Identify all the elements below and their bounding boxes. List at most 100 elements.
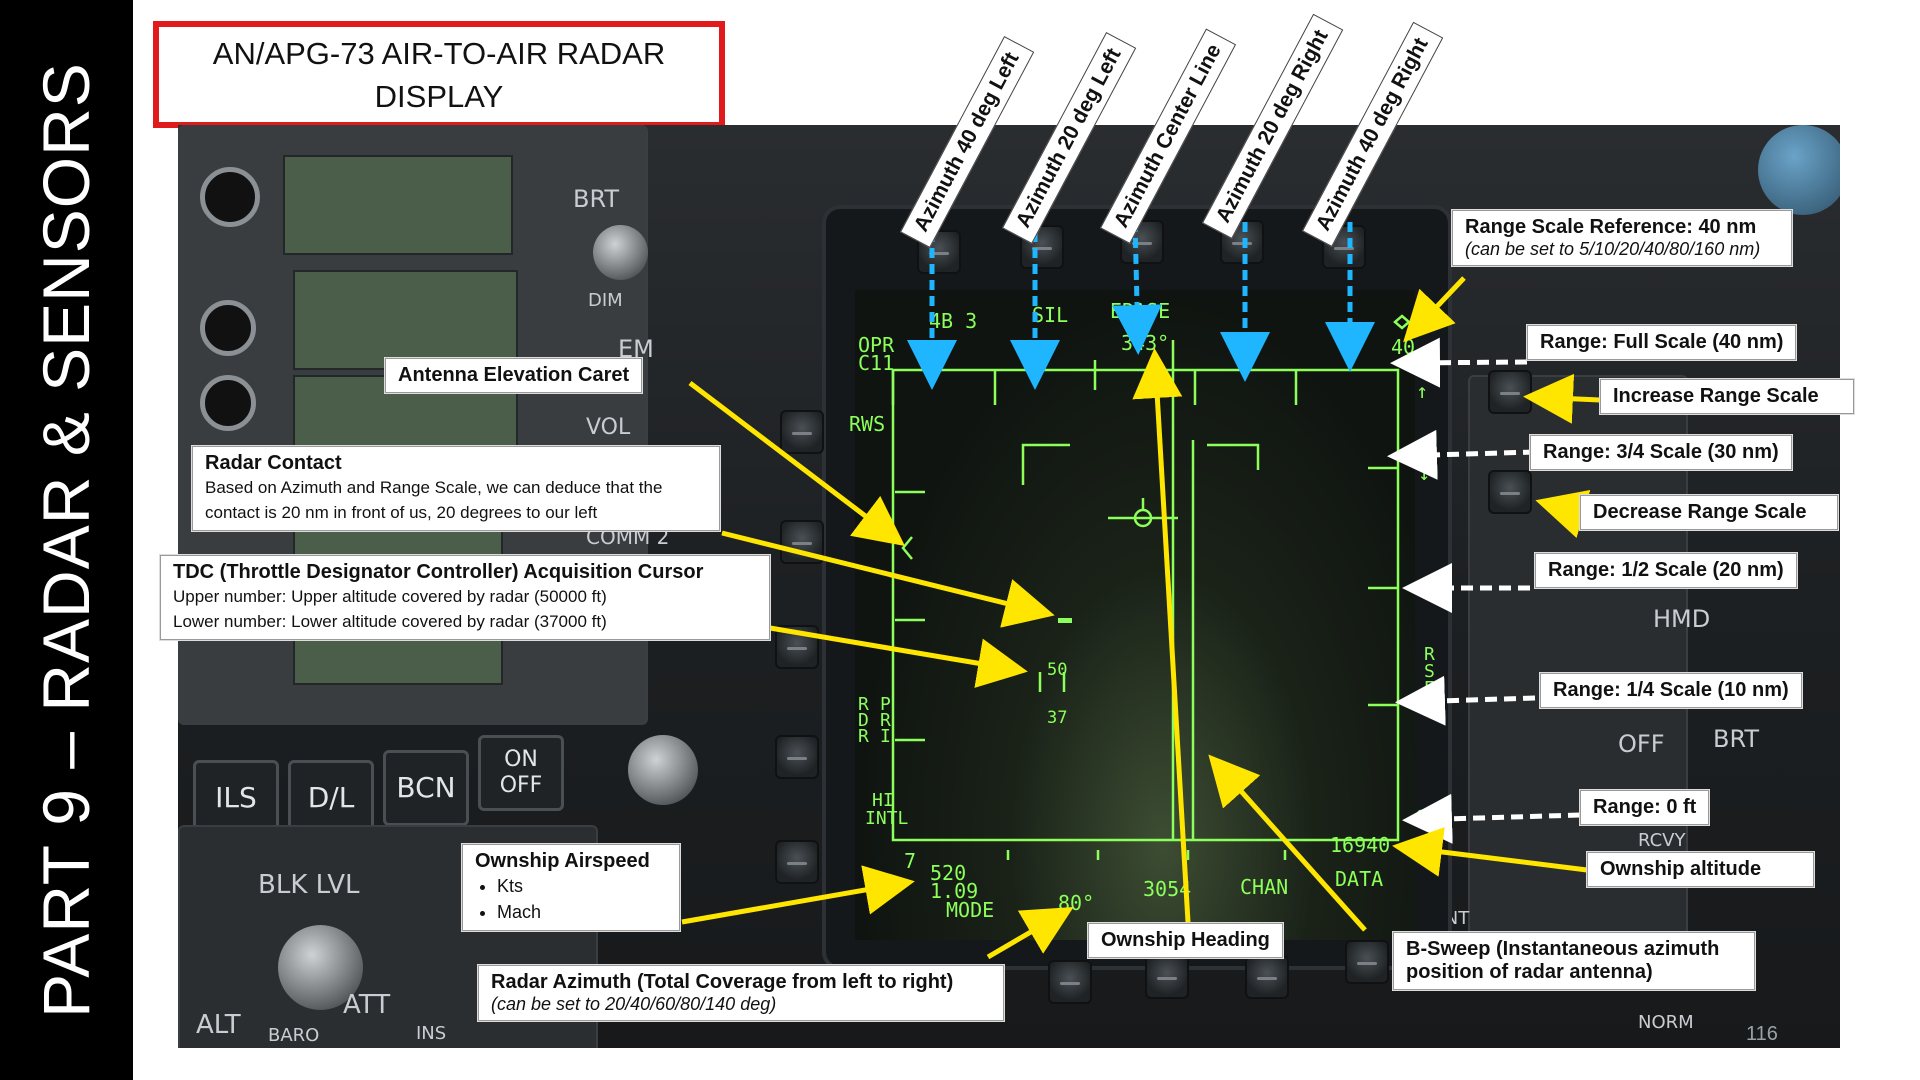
brightness-knob[interactable] [593, 225, 648, 280]
bcn-button[interactable]: BCN [383, 750, 469, 826]
ddi-rset-t: T [1424, 695, 1435, 716]
range-ref-arrow [1403, 276, 1466, 343]
ddi-chan: CHAN [1240, 875, 1288, 899]
ddi-erase: ERASE [1110, 299, 1170, 323]
ddi-mach: 1.09 [930, 879, 978, 903]
callout-radar-azimuth-note: (can be set to 20/40/60/80/140 deg) [491, 994, 777, 1014]
ddi-opr: OPR [858, 333, 895, 357]
ddi-d: D [858, 710, 869, 731]
callout-range-12: Range: 1/2 Scale (20 nm) [1535, 553, 1797, 588]
bsweep-arrow [1208, 754, 1367, 932]
on-label: ON [504, 747, 538, 772]
ddi-heading: 343° [1121, 331, 1169, 355]
callout-radar-contact-title: Radar Contact [205, 452, 342, 474]
ddi-tdc-upper: 50 [1047, 660, 1067, 680]
azimuth-arrow [986, 906, 1074, 960]
contact-arrow [721, 530, 1055, 628]
hmd-label: HMD [1653, 605, 1711, 633]
ddi-c11: C11 [858, 351, 894, 375]
tdc-arrow [769, 625, 1028, 688]
rcvy-label: RCVY [1638, 830, 1686, 851]
callout-radar-azimuth: Radar Azimuth (Total Coverage from left … [478, 965, 1004, 1021]
callout-tdc-line2: Lower number: Lower altitude covered by … [173, 612, 607, 631]
side-bar: PART 9 – RADAR & SENSORS [0, 0, 133, 1080]
callout-range-34: Range: 3/4 Scale (30 nm) [1530, 435, 1792, 470]
callout-ownship-altitude: Ownship altitude [1587, 852, 1814, 887]
baro-label: BARO [268, 1025, 320, 1046]
range-diamond [1393, 314, 1411, 330]
callout-range-0: Range: 0 ft [1580, 790, 1710, 825]
brt-right-label: BRT [1713, 725, 1760, 753]
osb-bottom-1[interactable] [1048, 960, 1092, 1004]
blk-lvl-knob[interactable] [278, 925, 363, 1010]
callout-ownship-heading: Ownship Heading [1088, 923, 1283, 958]
osb-left-1[interactable] [780, 410, 824, 454]
right-knob[interactable] [1758, 125, 1840, 215]
callout-range-14-text: Range: 1/4 Scale (10 nm) [1553, 679, 1789, 701]
callout-antenna-elevation-text: Antenna Elevation Caret [398, 364, 630, 386]
callout-range-ref: Range Scale Reference: 40 nm (can be set… [1452, 210, 1792, 266]
osb-bottom-3[interactable] [1245, 955, 1289, 999]
ddi-r3: R [880, 710, 891, 731]
callout-airspeed-kts: Kts [497, 873, 667, 899]
range-arrow [1395, 675, 1536, 726]
ddi-range-scale: 40 [1391, 335, 1415, 359]
ddi-r: R [858, 694, 869, 715]
dl-button[interactable]: D/L [288, 760, 374, 836]
ddi-bar: 4B 3 [929, 309, 977, 333]
increase-arrow [1523, 373, 1601, 424]
ddi-speed: 520 [930, 861, 966, 885]
osb-left-5[interactable] [775, 840, 819, 884]
ddi-up-arrow: ↑ [1416, 379, 1428, 403]
ddi-sil: SIL [1032, 303, 1068, 327]
radar-grid [891, 314, 1411, 860]
radar-contact-brick [1058, 618, 1072, 623]
azimuth-arrows [907, 221, 1375, 390]
range-arrows [1387, 337, 1581, 844]
osb-left-4[interactable] [775, 735, 819, 779]
callout-range-full-text: Range: Full Scale (40 nm) [1540, 331, 1784, 353]
ddi-mode: MODE [946, 898, 994, 922]
osb-bottom-4[interactable] [1345, 940, 1389, 984]
callout-ownship-altitude-text: Ownship altitude [1600, 858, 1762, 880]
callout-range-14: Range: 1/4 Scale (10 nm) [1540, 673, 1802, 708]
callout-radar-contact-text: Based on Azimuth and Range Scale, we can… [205, 478, 663, 522]
callout-range-12-text: Range: 1/2 Scale (20 nm) [1548, 559, 1784, 581]
callout-bsweep: B-Sweep (Instantaneous azimuth position … [1393, 932, 1755, 990]
callout-airspeed-list: Kts Mach [497, 873, 667, 925]
ddi-vertical-text: R D R P R I HI INTL R S E T [858, 644, 1435, 829]
callout-ownship-heading-text: Ownship Heading [1101, 929, 1270, 951]
ils-button[interactable]: ILS [193, 760, 279, 836]
callout-range-full: Range: Full Scale (40 nm) [1527, 325, 1797, 360]
callout-airspeed-title: Ownship Airspeed [475, 850, 650, 872]
pitot-knob[interactable] [628, 735, 698, 805]
blk-lvl-label: BLK LVL [258, 870, 360, 900]
callout-antenna-elevation: Antenna Elevation Caret [385, 358, 643, 393]
ring-button [200, 300, 256, 356]
range-arrow [1402, 793, 1581, 844]
callout-tdc-line1: Upper number: Upper altitude covered by … [173, 587, 607, 606]
ddi-p: P [880, 694, 891, 715]
ddi-rset-r: R [1424, 644, 1435, 665]
callout-decrease-range-text: Decrease Range Scale [1593, 501, 1807, 523]
range-arrow [1390, 337, 1528, 388]
elev-caret-arrow [688, 381, 905, 547]
ring-button [200, 375, 256, 431]
tdc-bracket [1021, 443, 1070, 485]
airspeed-arrow [681, 865, 915, 925]
range-arrow [1387, 429, 1536, 480]
callout-increase-range-text: Increase Range Scale [1613, 385, 1819, 407]
callout-range-ref-note: (can be set to 5/10/20/40/80/160 nm) [1465, 239, 1761, 259]
heading-arrow [1132, 348, 1191, 923]
onoff-button[interactable]: ON OFF [478, 735, 564, 811]
callout-range-0-text: Range: 0 ft [1593, 796, 1697, 818]
osb-right-2[interactable] [1488, 470, 1532, 514]
ddi-down-arrow: ↓ [1418, 461, 1430, 485]
callout-airspeed-mach: Mach [497, 899, 667, 925]
ddi-r2: R [858, 726, 869, 747]
callout-decrease-range: Decrease Range Scale [1580, 495, 1838, 530]
osb-bottom-2[interactable] [1145, 955, 1189, 999]
ddi-tdc-lower: 37 [1047, 708, 1067, 728]
callout-radar-contact: Radar Contact Based on Azimuth and Range… [192, 446, 720, 531]
